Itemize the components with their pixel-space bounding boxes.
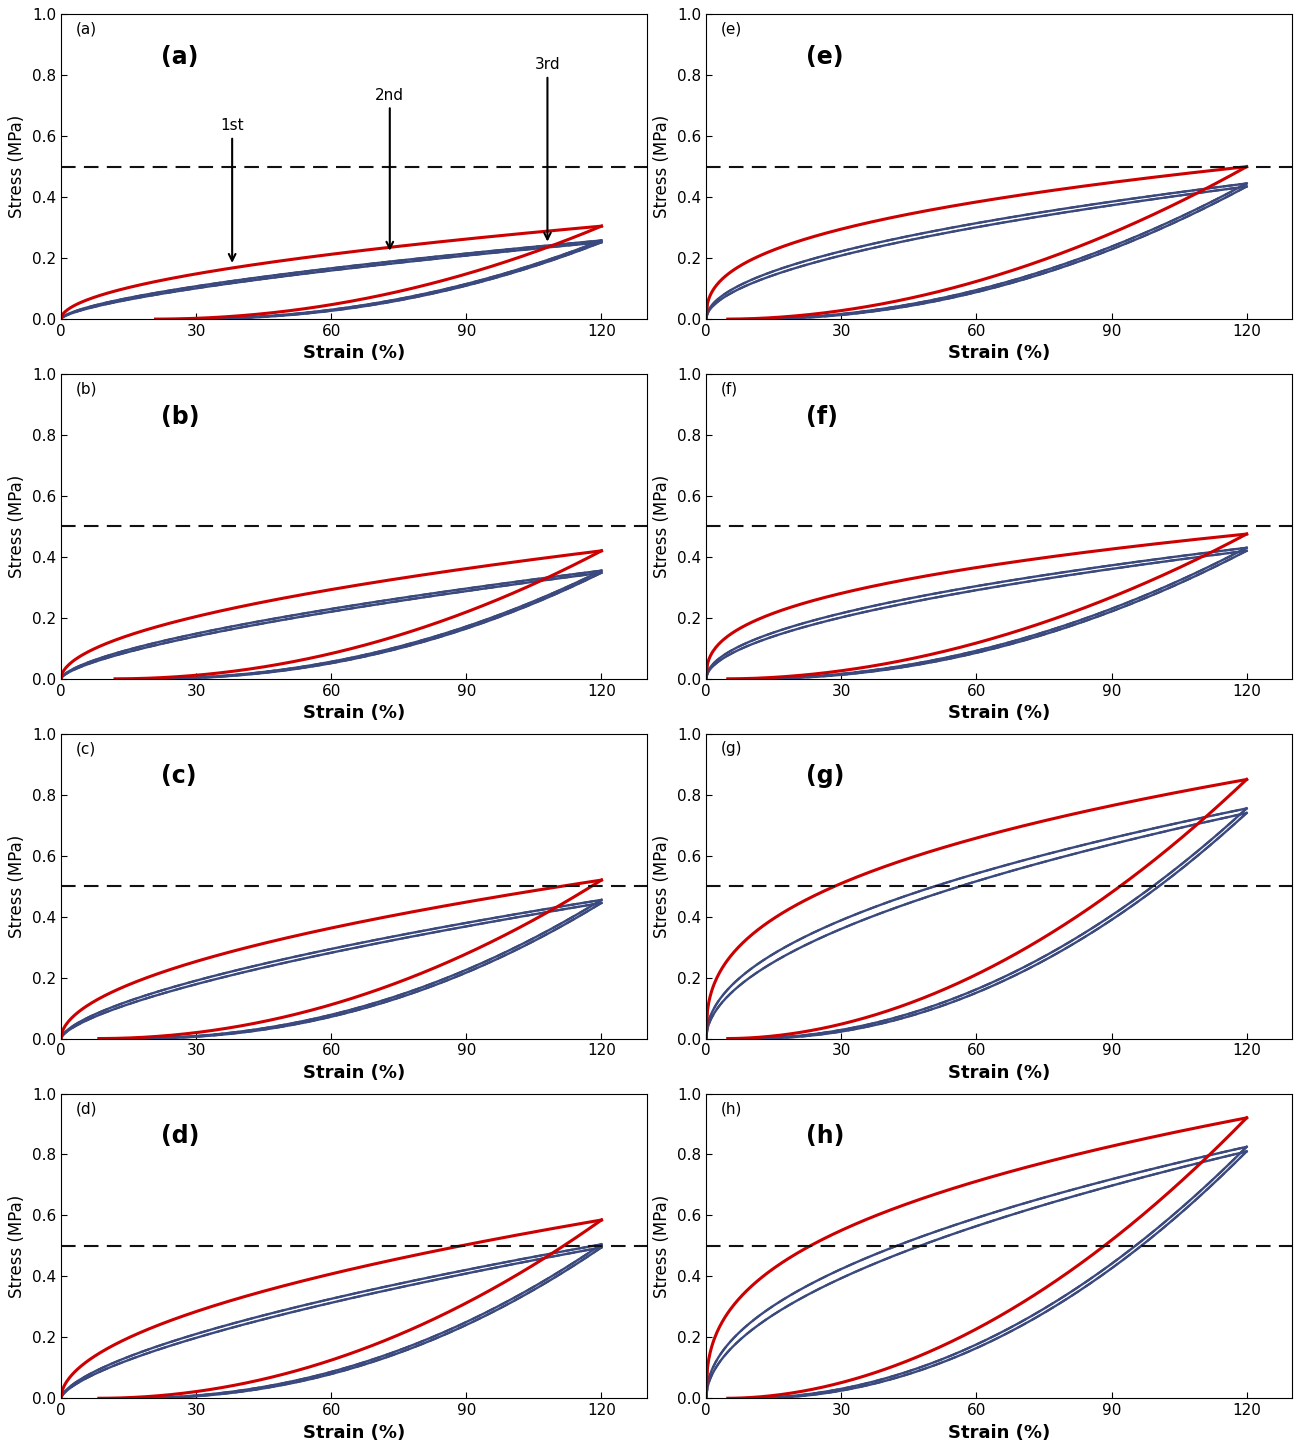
Text: (d): (d) <box>75 1101 98 1116</box>
Y-axis label: Stress (MPa): Stress (MPa) <box>8 474 26 579</box>
Text: (e): (e) <box>720 22 742 36</box>
X-axis label: Strain (%): Strain (%) <box>303 1064 404 1082</box>
Text: (f): (f) <box>720 381 738 397</box>
Y-axis label: Stress (MPa): Stress (MPa) <box>654 474 672 579</box>
X-axis label: Strain (%): Strain (%) <box>948 705 1050 722</box>
Y-axis label: Stress (MPa): Stress (MPa) <box>654 1195 672 1298</box>
Text: (c): (c) <box>75 741 96 757</box>
Text: (b): (b) <box>160 405 199 429</box>
X-axis label: Strain (%): Strain (%) <box>303 1424 404 1441</box>
Text: (a): (a) <box>75 22 96 36</box>
X-axis label: Strain (%): Strain (%) <box>948 1424 1050 1441</box>
Text: (a): (a) <box>160 45 198 68</box>
X-axis label: Strain (%): Strain (%) <box>303 345 404 362</box>
Text: (g): (g) <box>806 764 844 789</box>
Text: 1st: 1st <box>220 117 244 261</box>
Text: (b): (b) <box>75 381 98 397</box>
Y-axis label: Stress (MPa): Stress (MPa) <box>654 115 672 219</box>
Y-axis label: Stress (MPa): Stress (MPa) <box>8 835 26 938</box>
X-axis label: Strain (%): Strain (%) <box>948 1064 1050 1082</box>
Text: (h): (h) <box>720 1101 742 1116</box>
X-axis label: Strain (%): Strain (%) <box>948 345 1050 362</box>
Text: (g): (g) <box>720 741 742 757</box>
Text: 2nd: 2nd <box>376 87 404 248</box>
Text: (d): (d) <box>160 1124 199 1148</box>
Text: (f): (f) <box>806 405 837 429</box>
Y-axis label: Stress (MPa): Stress (MPa) <box>8 115 26 219</box>
Text: (h): (h) <box>806 1124 844 1148</box>
Text: (c): (c) <box>160 764 196 789</box>
Text: (e): (e) <box>806 45 844 68</box>
X-axis label: Strain (%): Strain (%) <box>303 705 404 722</box>
Y-axis label: Stress (MPa): Stress (MPa) <box>654 835 672 938</box>
Text: 3rd: 3rd <box>534 57 560 239</box>
Y-axis label: Stress (MPa): Stress (MPa) <box>8 1195 26 1298</box>
